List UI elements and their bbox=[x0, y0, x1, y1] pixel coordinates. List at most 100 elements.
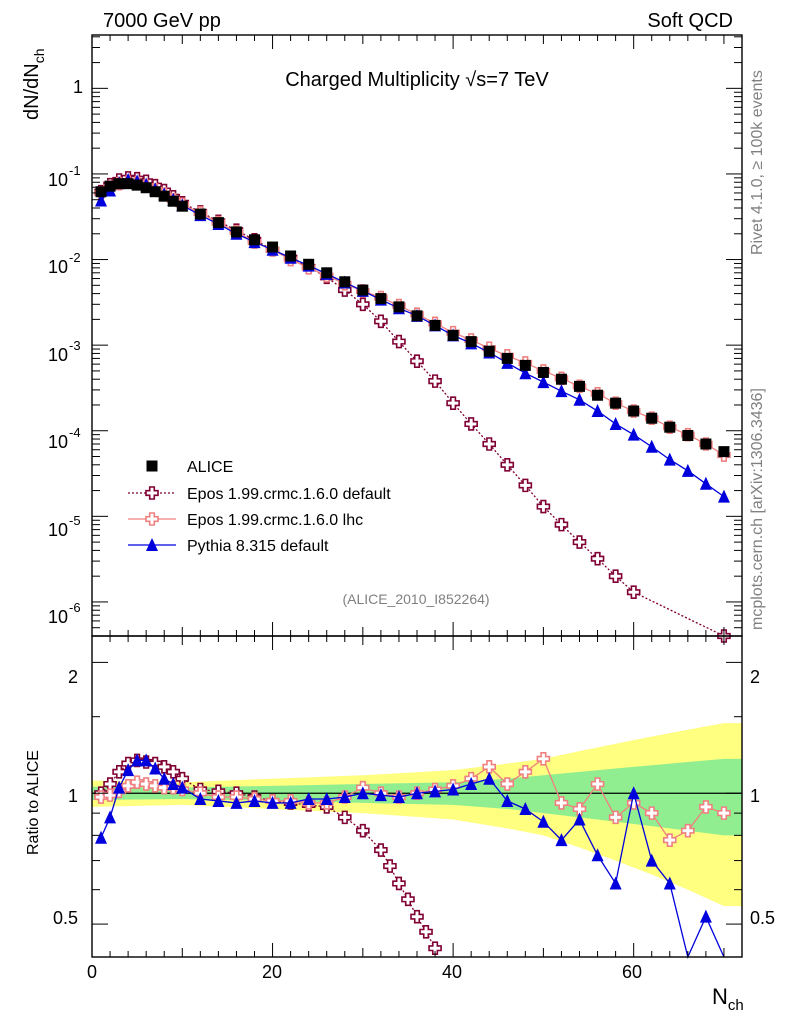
main-plot-area bbox=[91, 34, 743, 643]
ratio-point-pythia-8-315-default bbox=[447, 782, 460, 796]
ratio-point-pythia-8-315-default bbox=[266, 795, 279, 809]
ratio-point-pythia-8-315-default bbox=[230, 795, 243, 809]
point-alice bbox=[339, 276, 351, 288]
ratio-ytick-1-left: 1 bbox=[68, 786, 78, 806]
point-pythia-8-315-default bbox=[663, 452, 676, 466]
point-alice bbox=[537, 366, 549, 378]
ratio-point-pythia-8-315-default bbox=[131, 753, 144, 767]
point-alice bbox=[321, 267, 333, 279]
point-pythia-8-315-default bbox=[555, 384, 568, 398]
point-alice bbox=[267, 241, 279, 253]
point-pythia-8-315-default bbox=[627, 427, 640, 441]
ratio-point-pythia-8-315-default bbox=[555, 833, 568, 847]
analysis-id: (ALICE_2010_I852264) bbox=[342, 591, 489, 607]
point-pythia-8-315-default bbox=[717, 489, 730, 503]
ratio-point-epos-1-99-crmc-1-6-0-default bbox=[112, 765, 126, 779]
ratio-point-pythia-8-315-default bbox=[104, 810, 117, 824]
point-alice bbox=[158, 190, 170, 202]
point-alice bbox=[375, 293, 387, 305]
point-alice bbox=[149, 186, 161, 198]
line-pythia-8-315-default bbox=[100, 179, 725, 498]
ratio-point-epos-1-99-crmc-1-6-0-lhc bbox=[681, 823, 695, 838]
point-alice bbox=[393, 301, 405, 313]
ratio-point-pythia-8-315-default bbox=[501, 793, 514, 807]
xtick-20: 20 bbox=[262, 962, 282, 982]
ratio-point-epos-1-99-crmc-1-6-0-lhc bbox=[518, 765, 533, 779]
ratio-point-epos-1-99-crmc-1-6-0-default bbox=[356, 823, 370, 838]
ratio-point-pythia-8-315-default bbox=[113, 780, 126, 794]
point-alice bbox=[628, 405, 640, 417]
point-alice bbox=[131, 179, 143, 191]
ratio-point-pythia-8-315-default bbox=[411, 786, 423, 800]
ratio-point-epos-1-99-crmc-1-6-0-default bbox=[428, 941, 442, 956]
ratio-point-pythia-8-315-default bbox=[374, 788, 387, 802]
ratio-point-pythia-8-315-default bbox=[537, 814, 550, 828]
point-pythia-8-315-default bbox=[609, 416, 622, 430]
main-y-label-main: dN/dN bbox=[21, 63, 43, 120]
ratio-point-epos-1-99-crmc-1-6-0-lhc bbox=[536, 752, 551, 766]
ratio-point-epos-1-99-crmc-1-6-0-lhc bbox=[482, 760, 497, 774]
x-axis-label-sub: ch bbox=[728, 997, 744, 1014]
point-epos-1-99-crmc-1-6-0-default bbox=[626, 585, 641, 599]
point-epos-1-99-crmc-1-6-0-default bbox=[518, 478, 533, 493]
point-alice bbox=[555, 373, 567, 385]
series-pythia-8-315-default bbox=[95, 172, 730, 503]
point-alice bbox=[700, 438, 712, 450]
ratio-point-epos-1-99-crmc-1-6-0-lhc bbox=[644, 806, 659, 820]
point-pythia-8-315-default bbox=[699, 476, 712, 490]
rivet-label: Rivet 4.1.0, ≥ 100k events bbox=[749, 70, 766, 255]
point-alice bbox=[646, 412, 658, 424]
ytick-1e-3-exp: -3 bbox=[69, 338, 81, 353]
ratio-point-epos-1-99-crmc-1-6-0-default bbox=[401, 892, 415, 907]
ratio-point-epos-1-99-crmc-1-6-0-lhc bbox=[500, 777, 515, 791]
point-epos-1-99-crmc-1-6-0-default bbox=[554, 517, 569, 532]
point-epos-1-99-crmc-1-6-0-default bbox=[374, 314, 388, 329]
main-y-label: dN/dNch bbox=[21, 49, 47, 121]
point-epos-1-99-crmc-1-6-0-default bbox=[446, 396, 460, 410]
ratio-point-epos-1-99-crmc-1-6-0-lhc bbox=[554, 796, 569, 810]
ratio-ytick-05-right: 0.5 bbox=[750, 908, 775, 928]
ytick-1e-2-base: 10 bbox=[48, 257, 68, 277]
ytick-1e-6-base: 10 bbox=[48, 607, 68, 627]
point-pythia-8-315-default bbox=[95, 193, 108, 207]
point-alice bbox=[122, 178, 134, 190]
point-alice bbox=[230, 226, 242, 238]
legend-label-pythia: Pythia 8.315 default bbox=[187, 538, 329, 555]
point-alice bbox=[194, 208, 206, 220]
point-epos-1-99-crmc-1-6-0-default bbox=[536, 499, 551, 514]
ratio-point-pythia-8-315-default bbox=[158, 771, 171, 785]
legend-marker-epos-1-99-crmc-1-6-0-default bbox=[145, 486, 159, 500]
point-alice bbox=[249, 234, 260, 246]
point-alice bbox=[592, 389, 604, 401]
ratio-point-epos-1-99-crmc-1-6-0-lhc bbox=[717, 806, 731, 820]
ytick-1e-3-base: 10 bbox=[48, 345, 68, 365]
ratio-point-pythia-8-315-default bbox=[167, 777, 180, 791]
ratio-point-epos-1-99-crmc-1-6-0-lhc bbox=[130, 775, 144, 790]
point-pythia-8-315-default bbox=[645, 439, 658, 453]
point-pythia-8-315-default bbox=[591, 404, 604, 418]
point-alice bbox=[176, 200, 188, 212]
point-epos-1-99-crmc-1-6-0-default bbox=[464, 417, 478, 431]
point-alice bbox=[140, 182, 152, 194]
main-y-label-sub: ch bbox=[31, 49, 47, 64]
main-y-tick-labels: 1 10 -1 10 -2 10 -3 10 -4 10 -5 10 -6 bbox=[48, 77, 83, 627]
x-tick-labels: 0 20 40 60 bbox=[87, 962, 642, 982]
ytick-1e-4-exp: -4 bbox=[69, 425, 81, 440]
point-epos-1-99-crmc-1-6-0-default bbox=[608, 569, 623, 583]
point-alice bbox=[429, 319, 441, 331]
legend-marker-alice bbox=[146, 460, 158, 472]
ratio-point-pythia-8-315-default bbox=[320, 791, 333, 805]
point-alice bbox=[483, 345, 495, 357]
point-pythia-8-315-default bbox=[537, 375, 550, 389]
ratio-point-pythia-8-315-default bbox=[429, 784, 442, 798]
point-epos-1-99-crmc-1-6-0-default bbox=[572, 535, 587, 549]
point-epos-1-99-crmc-1-6-0-default bbox=[482, 437, 497, 451]
x-axis-label: Nch bbox=[712, 984, 744, 1014]
ytick-1e-2-exp: -2 bbox=[69, 250, 81, 265]
ratio-ytick-2-right: 2 bbox=[750, 667, 760, 687]
point-alice bbox=[610, 397, 622, 409]
point-epos-1-99-crmc-1-6-0-default bbox=[356, 297, 370, 312]
ratio-point-pythia-8-315-default bbox=[284, 795, 297, 809]
point-epos-1-99-crmc-1-6-0-default bbox=[500, 458, 515, 472]
point-alice bbox=[682, 429, 694, 441]
